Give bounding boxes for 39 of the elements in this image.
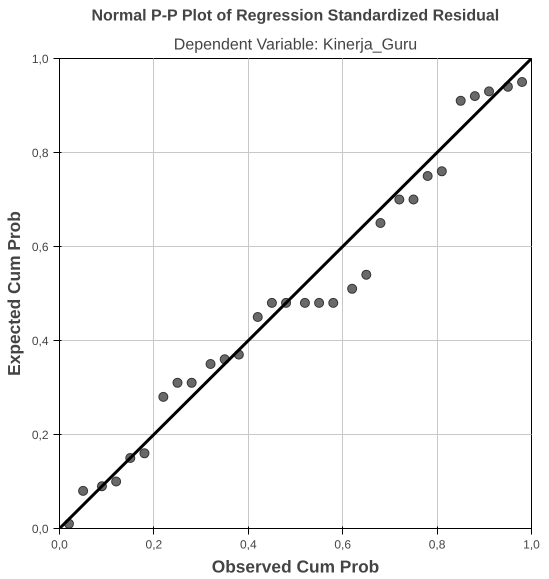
y-tick-label: 0,8	[32, 146, 49, 160]
y-tick-label: 0,4	[32, 334, 49, 348]
point	[314, 298, 324, 308]
point	[347, 284, 358, 294]
chart-title: Normal P-P Plot of Regression Standardized Residual	[91, 8, 500, 24]
point	[206, 359, 216, 369]
point	[111, 476, 122, 486]
x-tick-label: 1,0	[523, 538, 540, 552]
x-axis-title: Observed Cum Prob	[212, 556, 380, 576]
y-tick-label: 0,0	[32, 522, 49, 536]
point	[172, 378, 182, 388]
point	[484, 86, 494, 96]
y-tick-label: 0,6	[32, 240, 49, 254]
y-tick-label: 0,2	[32, 428, 49, 442]
point	[470, 91, 480, 102]
point	[300, 298, 310, 308]
point	[158, 392, 168, 402]
y-tick-label: 1,0	[32, 52, 49, 66]
point	[78, 486, 88, 496]
point	[408, 194, 418, 204]
point	[361, 270, 372, 280]
y-axis-title: Expected Cum Prob	[4, 211, 24, 376]
point	[422, 171, 433, 181]
x-tick-label: 0,8	[428, 538, 446, 552]
point	[436, 166, 447, 176]
x-tick-label: 0,2	[146, 538, 163, 552]
chart-subtitle: Dependent Variable: Kinerja_Guru	[174, 36, 418, 54]
point	[252, 312, 263, 322]
x-tick-label: 0,6	[334, 538, 352, 552]
point	[139, 448, 150, 458]
x-tick-label: 0,4	[240, 538, 257, 552]
point	[394, 194, 404, 204]
point	[266, 298, 277, 308]
point	[456, 96, 466, 106]
point	[375, 218, 386, 228]
point	[517, 77, 528, 87]
x-tick-label: 0,0	[51, 538, 68, 552]
point	[186, 378, 197, 388]
point	[328, 298, 338, 308]
